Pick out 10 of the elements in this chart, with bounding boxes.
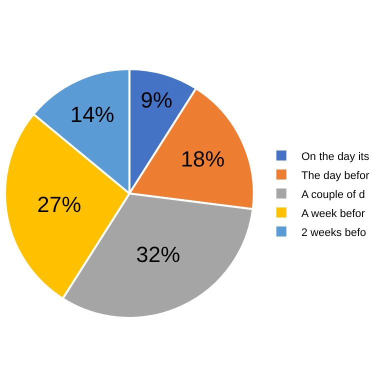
data-label: 32% [136, 242, 180, 268]
legend-label: A week befor [301, 208, 366, 220]
legend-label: The day befor [301, 170, 370, 182]
legend-label: On the day its [301, 150, 370, 163]
legend-label: 2 weeks befo [301, 226, 366, 239]
legend-label: A couple of d [301, 188, 365, 201]
data-label: 18% [180, 146, 225, 172]
data-label: 14% [70, 102, 114, 128]
data-label: 9% [140, 88, 172, 113]
data-label: 27% [37, 192, 82, 218]
